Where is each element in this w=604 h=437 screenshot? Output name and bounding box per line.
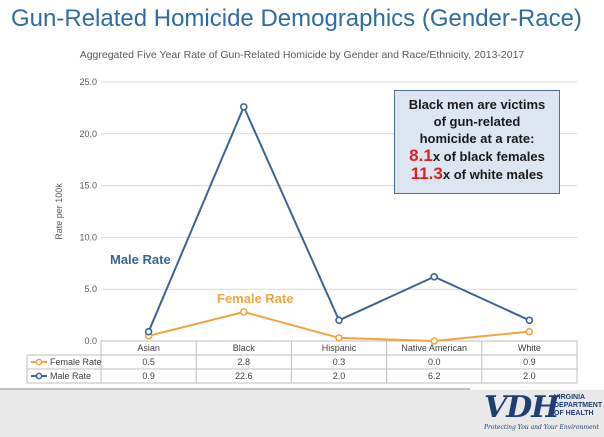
line-chart: 0.0 5.0 10.0 15.0 20.0 25.0 Rate per 100k Asian… (26, 77, 578, 384)
table-cell-value: 6.2 (428, 371, 441, 381)
x-category-label: Black (233, 343, 256, 353)
table-cell-value: 0.9 (142, 371, 155, 381)
footer-divider (0, 388, 470, 390)
x-category-label: Asian (137, 343, 160, 353)
y-tick-label: 25.0 (79, 77, 97, 87)
data-point (525, 327, 534, 336)
data-point (335, 334, 343, 342)
x-category-label: Native American (401, 343, 467, 353)
legend-entry: Female Rate (50, 357, 102, 367)
vdh-logo: VDH VIRGINIA DEPARTMENT OF HEALTH Protec… (484, 390, 603, 432)
table-cell-value: 0.5 (142, 357, 155, 367)
callout-ratio-female: 8.1x of black females (395, 147, 559, 165)
data-point (430, 337, 439, 345)
table-cell-value: 2.0 (523, 371, 536, 381)
y-tick-label: 15.0 (79, 181, 97, 191)
series-annotation: Male Rate (110, 252, 171, 267)
callout-box: Black men are victims of gun-related hom… (394, 90, 560, 194)
vdh-logo-name: VIRGINIA DEPARTMENT OF HEALTH (554, 394, 603, 417)
slide-title: Gun-Related Homicide Demographics (Gende… (11, 5, 582, 32)
data-point (430, 272, 439, 281)
ratio-white-value: 11.3 (410, 164, 443, 183)
y-tick-label: 0.0 (84, 336, 97, 346)
x-category-label: White (518, 343, 541, 353)
data-point (525, 316, 534, 325)
y-tick-label: 5.0 (84, 284, 97, 294)
table-cell-value: 0.3 (333, 357, 346, 367)
series-annotation: Female Rate (217, 291, 294, 306)
callout-line-1: Black men are victims (408, 97, 546, 112)
callout-line-3: homicide at a rate: (419, 131, 535, 146)
ratio-white-text: x of white males (442, 167, 544, 182)
callout-ratio-white: 11.3x of white males (395, 165, 559, 183)
table-cell-value: 0.9 (523, 357, 536, 367)
vdh-logo-tagline: Protecting You and Your Environment (484, 424, 599, 431)
data-point (144, 327, 153, 336)
y-tick-label: 10.0 (79, 232, 97, 242)
data-point (240, 103, 248, 111)
table-cell-value: 0.0 (428, 357, 441, 367)
footer-bar (0, 390, 604, 437)
ratio-female-value: 8.1 (409, 146, 433, 165)
table-cell-value: 2.8 (238, 357, 251, 367)
callout-line-2: of gun-related (433, 114, 521, 129)
vdh-logo-mark: VDH (484, 390, 560, 425)
data-point (335, 316, 343, 325)
table-cell-value: 22.6 (235, 371, 253, 381)
legend-key-marker (35, 358, 43, 366)
y-tick-label: 20.0 (79, 129, 97, 139)
legend-entry: Male Rate (50, 371, 91, 381)
data-point (240, 308, 248, 316)
x-category-label: Hispanic (322, 343, 357, 353)
ratio-female-text: x of black females (432, 149, 545, 164)
table-cell-value: 2.0 (333, 371, 346, 381)
legend-key-marker (35, 372, 43, 380)
y-axis-label: Rate per 100k (54, 183, 64, 240)
chart-title: Aggregated Five Year Rate of Gun-Related… (79, 49, 525, 61)
